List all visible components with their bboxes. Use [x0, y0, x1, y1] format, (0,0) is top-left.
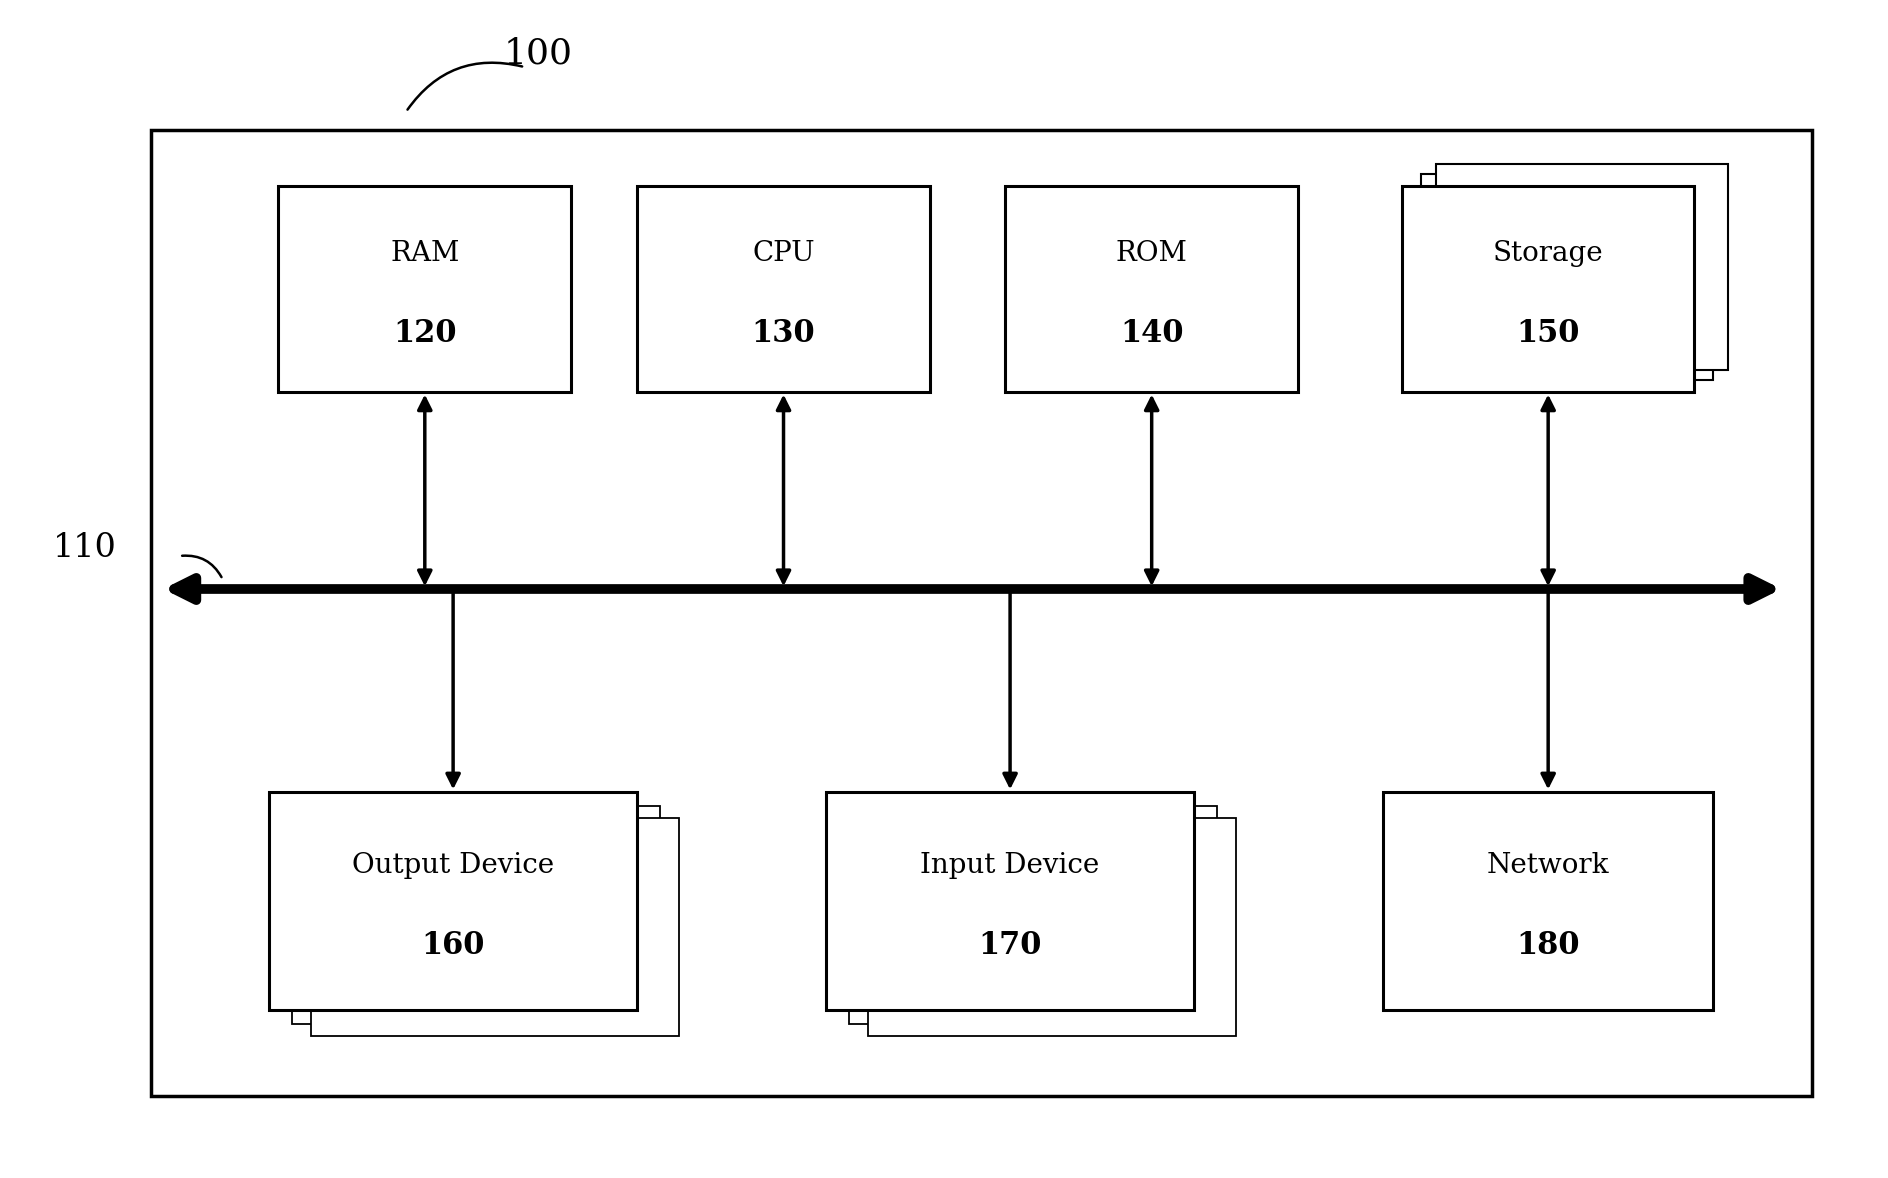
FancyBboxPatch shape: [850, 806, 1216, 1025]
FancyBboxPatch shape: [1401, 185, 1695, 391]
Text: Input Device: Input Device: [921, 853, 1099, 879]
Text: CPU: CPU: [751, 240, 816, 266]
Text: 140: 140: [1120, 318, 1184, 349]
FancyBboxPatch shape: [279, 185, 570, 391]
Text: 150: 150: [1516, 318, 1580, 349]
FancyBboxPatch shape: [636, 185, 929, 391]
FancyBboxPatch shape: [1435, 164, 1729, 370]
FancyBboxPatch shape: [310, 818, 680, 1037]
FancyBboxPatch shape: [868, 818, 1237, 1037]
Text: Network: Network: [1488, 853, 1609, 879]
FancyBboxPatch shape: [827, 792, 1195, 1011]
Text: 120: 120: [393, 318, 457, 349]
Text: 170: 170: [978, 931, 1042, 961]
FancyBboxPatch shape: [1382, 792, 1714, 1011]
Text: 110: 110: [53, 531, 117, 564]
Text: RAM: RAM: [391, 240, 459, 266]
FancyBboxPatch shape: [268, 792, 638, 1011]
FancyBboxPatch shape: [1420, 173, 1714, 379]
Text: Storage: Storage: [1493, 240, 1603, 266]
Text: 130: 130: [751, 318, 816, 349]
Text: ROM: ROM: [1116, 240, 1188, 266]
Text: Output Device: Output Device: [351, 853, 555, 879]
Text: 100: 100: [504, 37, 572, 70]
Text: 180: 180: [1516, 931, 1580, 961]
FancyBboxPatch shape: [291, 806, 661, 1025]
Text: 160: 160: [421, 931, 485, 961]
FancyBboxPatch shape: [151, 130, 1812, 1096]
FancyBboxPatch shape: [1004, 185, 1299, 391]
